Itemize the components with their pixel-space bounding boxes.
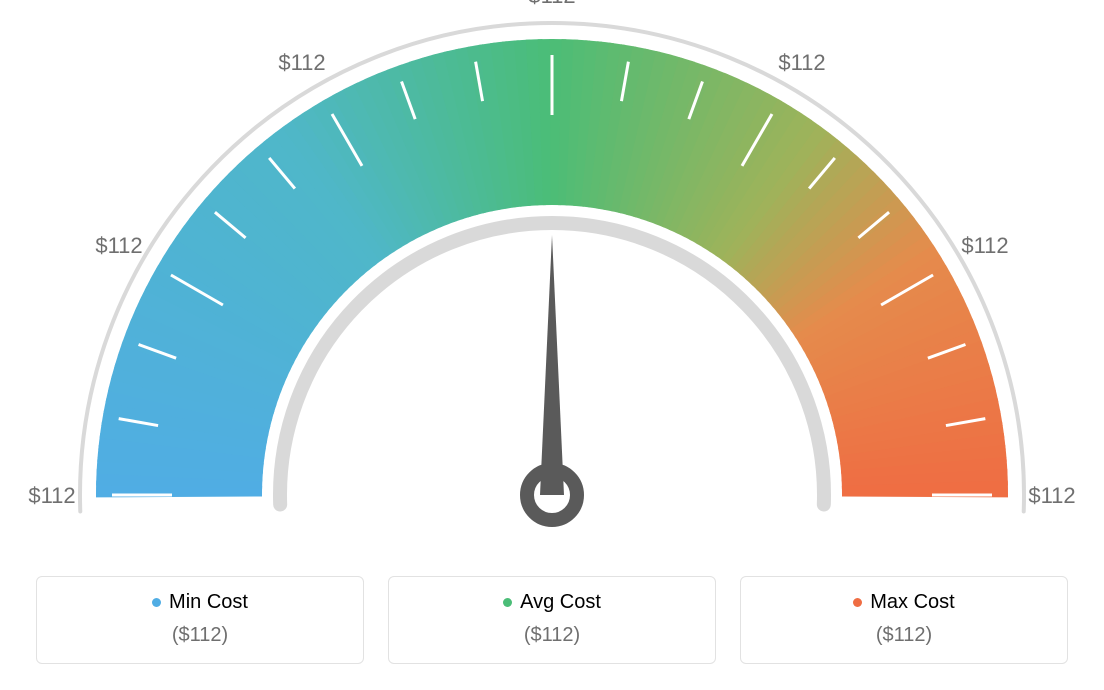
tick-label: $112 <box>778 50 825 75</box>
tick-label: $112 <box>95 233 142 258</box>
legend-max: Max Cost ($112) <box>740 576 1068 664</box>
tick-label: $112 <box>28 483 75 508</box>
legend-avg-value: ($112) <box>389 624 715 647</box>
needle <box>540 235 564 495</box>
legend-row: Min Cost ($112) Avg Cost ($112) Max Cost… <box>36 576 1068 664</box>
dot-icon <box>853 598 862 607</box>
legend-max-value: ($112) <box>741 624 1067 647</box>
legend-min-label: Min Cost <box>169 591 248 614</box>
tick-label: $112 <box>1028 483 1075 508</box>
dot-icon <box>503 598 512 607</box>
legend-min: Min Cost ($112) <box>36 576 364 664</box>
chart-container: $112 $112 $112 $112 $112 $112 $112 Min Cost ($… <box>0 0 1104 690</box>
tick-label: $112 <box>278 50 325 75</box>
legend-avg-title: Avg Cost <box>503 591 601 614</box>
tick-label: $112 <box>528 0 575 8</box>
legend-min-value: ($112) <box>37 624 363 647</box>
gauge: $112 $112 $112 $112 $112 $112 $112 <box>0 0 1104 560</box>
legend-min-title: Min Cost <box>152 591 248 614</box>
legend-avg-label: Avg Cost <box>520 591 601 614</box>
legend-max-label: Max Cost <box>870 591 954 614</box>
dot-icon <box>152 598 161 607</box>
tick-label: $112 <box>961 233 1008 258</box>
legend-avg: Avg Cost ($112) <box>388 576 716 664</box>
legend-max-title: Max Cost <box>853 591 954 614</box>
